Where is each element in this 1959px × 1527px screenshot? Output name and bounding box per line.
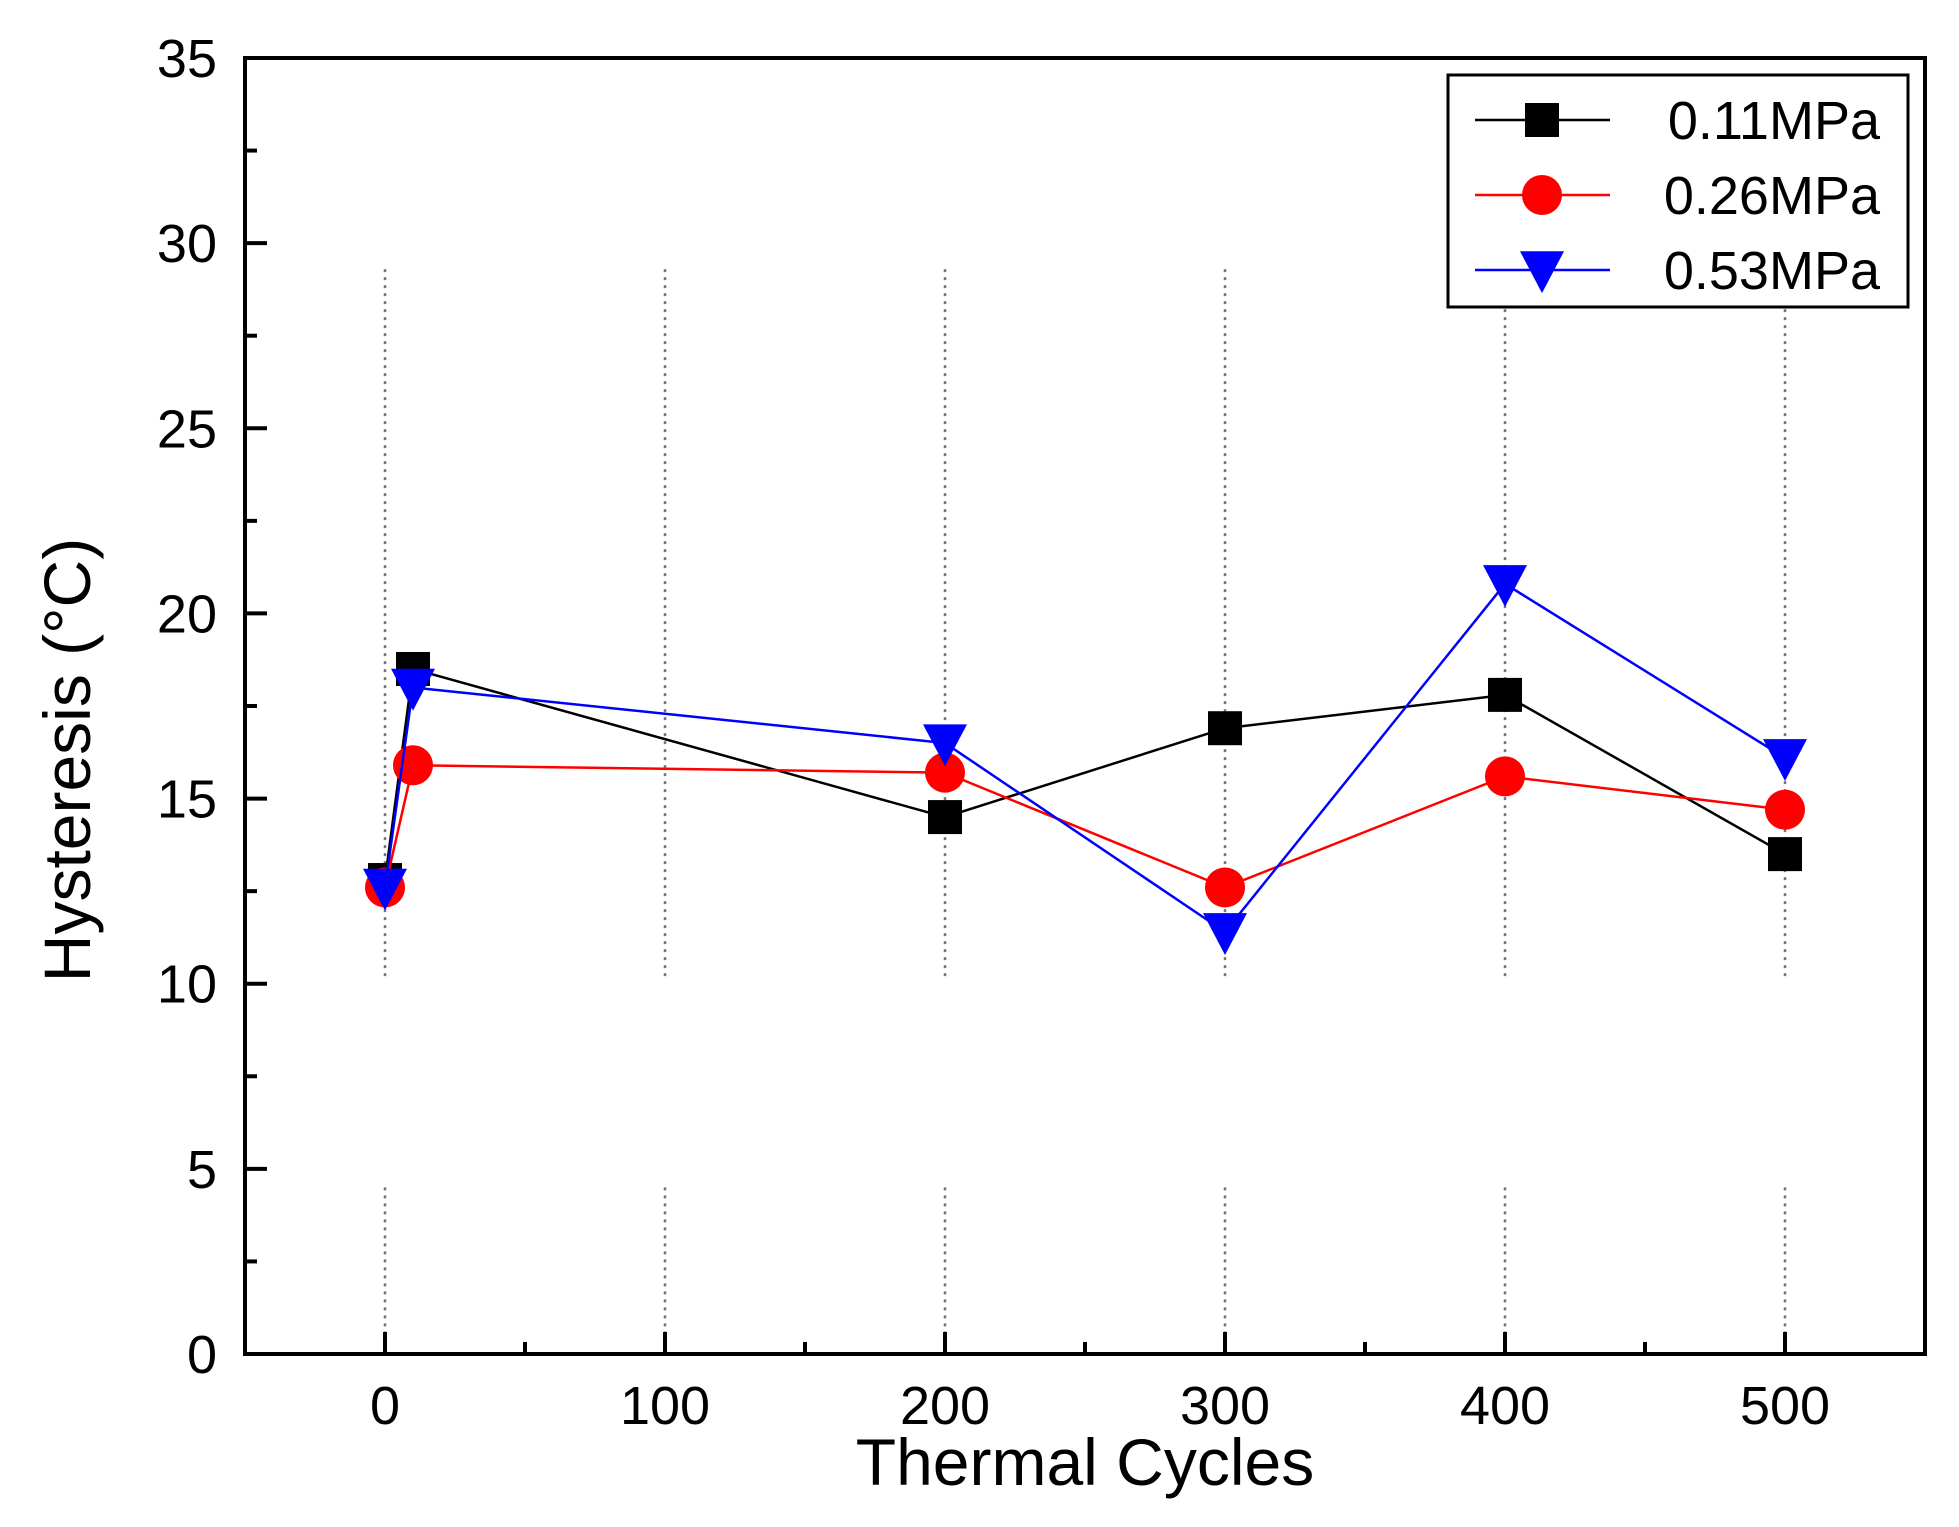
- x-tick-label: 0: [370, 1376, 400, 1436]
- legend-label: 0.53MPa: [1664, 241, 1881, 301]
- data-point: [391, 668, 435, 711]
- series-group: [363, 565, 1807, 955]
- series-0.53MPa: [363, 565, 1807, 955]
- data-point: [925, 752, 965, 793]
- legend-label: 0.11MPa: [1668, 91, 1881, 151]
- series-0.11MPa: [368, 651, 1802, 898]
- data-point: [928, 800, 962, 835]
- y-tick-label: 0: [187, 1325, 217, 1385]
- y-tick-label: 30: [157, 214, 217, 274]
- series-line: [383, 582, 1786, 934]
- data-point: [1205, 867, 1245, 908]
- legend: 0.11MPa 0.26MPa 0.53MPa: [1446, 73, 1910, 309]
- y-tick-label: 15: [157, 770, 217, 830]
- data-point: [1208, 711, 1242, 746]
- legend-entry: 0.26MPa: [1475, 166, 1881, 226]
- series-0.26MPa: [365, 745, 1805, 908]
- data-point: [1203, 913, 1247, 955]
- series-line: [383, 763, 1786, 889]
- legend-label: 0.26MPa: [1664, 166, 1881, 226]
- data-point: [1485, 756, 1525, 797]
- x-axis-title: Thermal Cycles: [856, 1425, 1314, 1499]
- data-point: [1483, 565, 1527, 607]
- legend-entry: 0.11MPa: [1475, 91, 1881, 151]
- data-point: [923, 724, 967, 767]
- axis-ticks: 0 100 200 300 400 500 0 5 10 15 20 25 30 35: [157, 29, 1927, 1436]
- y-tick-label: 25: [157, 399, 217, 459]
- y-axis-title: Hysteresis (°C): [30, 538, 104, 982]
- y-tick-label: 10: [157, 955, 217, 1015]
- legend-entry: 0.53MPa: [1475, 241, 1881, 301]
- y-tick-label: 5: [187, 1140, 217, 1200]
- data-point: [1763, 739, 1807, 781]
- y-tick-label: 35: [157, 29, 217, 89]
- x-tick-label: 300: [1180, 1376, 1270, 1436]
- x-tick-label: 500: [1740, 1376, 1830, 1436]
- data-point: [1765, 789, 1805, 830]
- x-tick-label: 400: [1460, 1376, 1550, 1436]
- x-tick-label: 200: [900, 1376, 990, 1436]
- legend-marker: [1520, 251, 1564, 294]
- y-tick-label: 20: [157, 584, 217, 644]
- data-point: [363, 868, 407, 911]
- data-point: [1488, 677, 1522, 712]
- legend-marker: [1525, 103, 1559, 137]
- data-point: [1768, 837, 1802, 872]
- legend-marker: [1522, 175, 1562, 215]
- grid-lines: [383, 269, 1787, 1351]
- x-tick-label: 100: [620, 1376, 710, 1436]
- series-line: [383, 667, 1786, 881]
